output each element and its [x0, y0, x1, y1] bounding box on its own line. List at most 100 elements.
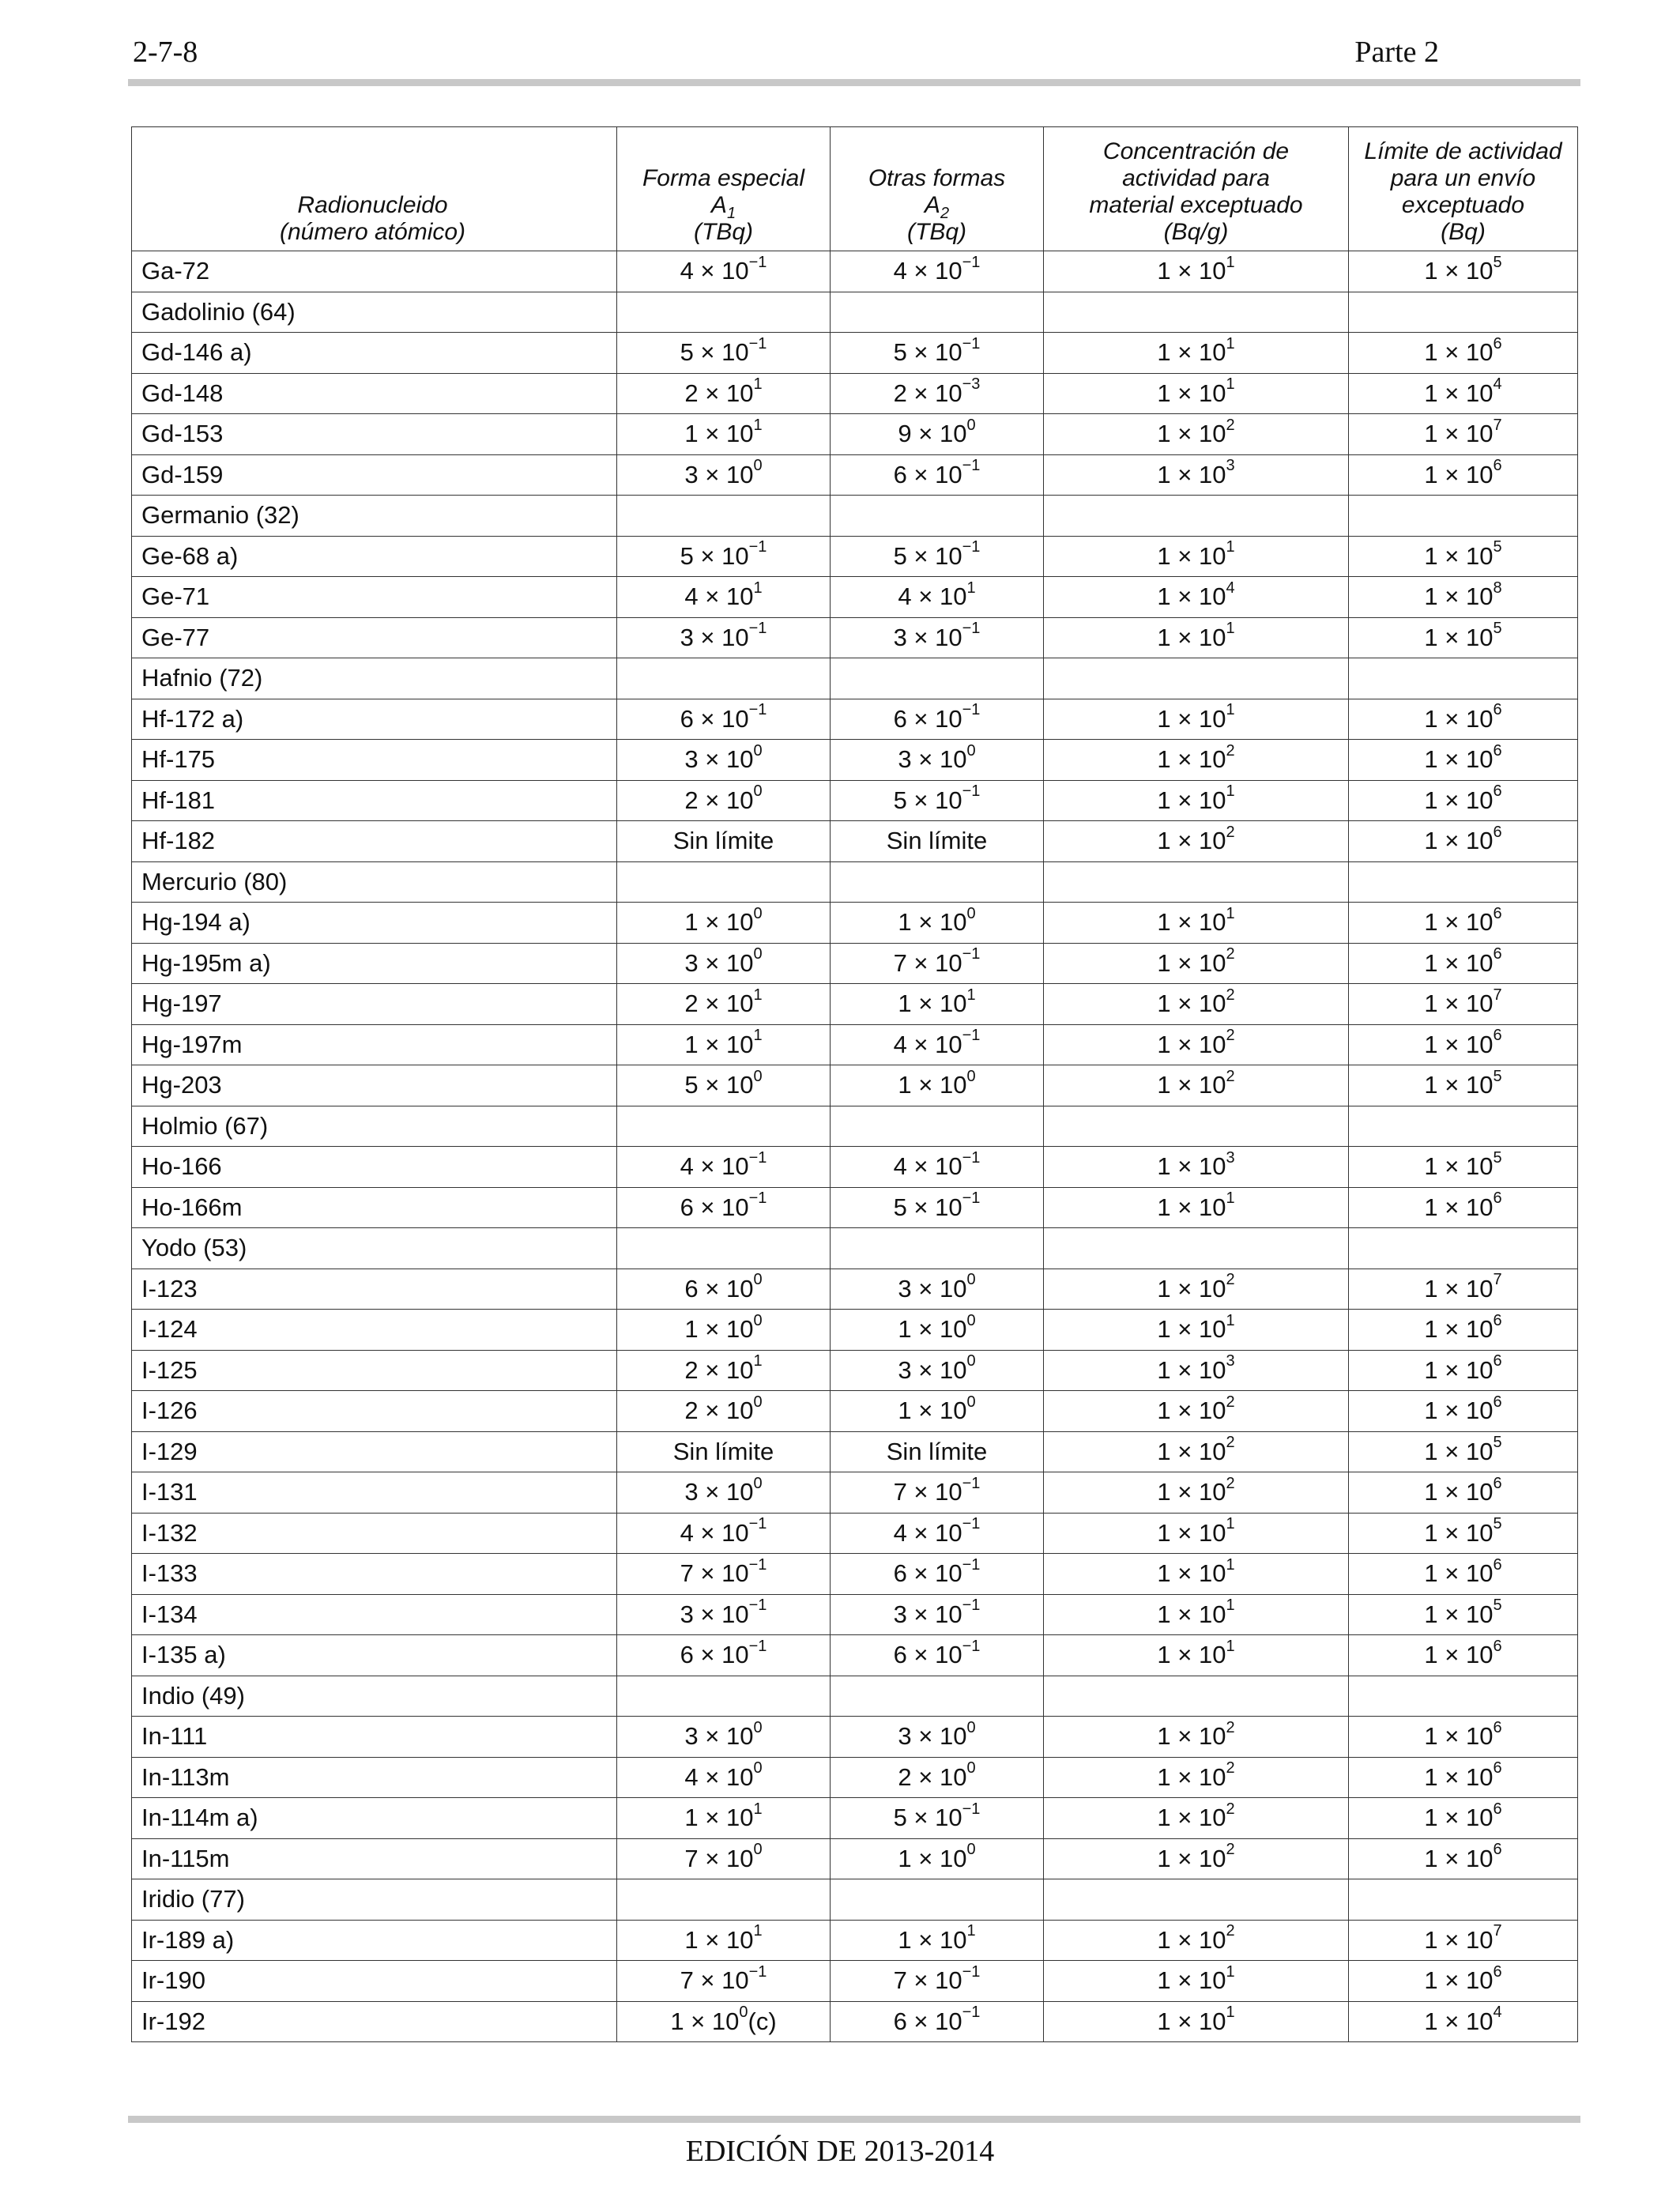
value-exponent: 4	[1493, 375, 1502, 394]
activity-concentration-cell: 1 × 102	[1043, 983, 1349, 1025]
value-mantissa: Sin límite	[886, 827, 988, 855]
activity-concentration-cell: 1 × 101	[1043, 779, 1349, 821]
special-form-a1-cell: 2 × 100	[616, 1390, 831, 1432]
radionuclide-name: I-124	[131, 1309, 617, 1351]
table-row: Gd-159 3 × 100 6 × 10−1 1 × 103 1 × 106	[131, 454, 1578, 496]
value-mantissa: 1 × 10	[1424, 1397, 1494, 1425]
table-row: I-134 3 × 10−1 3 × 10−1 1 × 101 1 × 105	[131, 1593, 1578, 1635]
empty-cell	[616, 495, 831, 537]
table-row: In-114m a) 1 × 101 5 × 10−1 1 × 102 1 × 106	[131, 1797, 1578, 1839]
radionuclide-name: I-129	[131, 1431, 617, 1472]
value-mantissa: 1 × 10	[1157, 1193, 1226, 1221]
activity-concentration-cell: 1 × 102	[1043, 1390, 1349, 1432]
value-mantissa: 9 × 10	[898, 420, 967, 448]
special-form-a1-cell: 1 × 100	[616, 902, 831, 944]
activity-concentration-cell: 1 × 102	[1043, 1797, 1349, 1839]
other-forms-a2-cell: 6 × 10−1	[830, 698, 1044, 740]
value-exponent: −1	[748, 253, 767, 271]
value-exponent: 1	[1226, 1962, 1235, 1981]
special-form-a1-cell: 6 × 10−1	[616, 1186, 831, 1228]
other-forms-a2-cell: 5 × 10−1	[830, 1186, 1044, 1228]
value-mantissa: 1 × 10	[1424, 1071, 1494, 1099]
element-group-label: Mercurio (80)	[131, 861, 617, 903]
value-exponent: 6	[1493, 457, 1502, 475]
value-exponent: 2	[1226, 1067, 1235, 1085]
value-mantissa: Sin límite	[672, 1437, 774, 1465]
value-mantissa: 3 × 10	[898, 745, 967, 774]
value-exponent: 1	[753, 375, 763, 394]
value-mantissa: 1 × 10	[1157, 1559, 1226, 1588]
value-mantissa: 1 × 10	[1157, 1600, 1226, 1628]
empty-cell	[616, 291, 831, 333]
value-exponent: −1	[748, 1596, 767, 1615]
radionuclide-name: Ir-190	[131, 1960, 617, 2002]
value-mantissa: 1 × 10	[1157, 1152, 1226, 1181]
value-exponent: 6	[1493, 1352, 1502, 1370]
value-mantissa: 4 × 10	[680, 1518, 749, 1547]
value-exponent: 1	[1226, 1637, 1235, 1655]
special-form-a1-cell: 4 × 100	[616, 1756, 831, 1798]
value-mantissa: 1 × 10	[1157, 1762, 1226, 1791]
activity-concentration-cell: 1 × 101	[1043, 1634, 1349, 1676]
value-mantissa: 6 × 10	[684, 1274, 754, 1302]
table-row: I-125 2 × 101 3 × 100 1 × 103 1 × 106	[131, 1349, 1578, 1391]
value-exponent: 6	[1493, 1800, 1502, 1818]
other-forms-a2-cell: 1 × 101	[830, 983, 1044, 1025]
activity-concentration-cell: 1 × 101	[1043, 1553, 1349, 1595]
value-mantissa: 5 × 10	[893, 1804, 962, 1832]
activity-limit-cell: 1 × 105	[1348, 1065, 1578, 1106]
value-mantissa: 2 × 10	[684, 379, 754, 407]
value-mantissa: 1 × 10	[1424, 338, 1494, 367]
value-exponent: 2	[1226, 1718, 1235, 1736]
value-footnote: (c)	[748, 2007, 777, 2035]
value-mantissa: 1 × 10	[1157, 990, 1226, 1018]
activity-limit-cell: 1 × 106	[1348, 1756, 1578, 1798]
value-mantissa: 1 × 10	[1424, 2007, 1494, 2035]
value-exponent: 1	[1226, 1189, 1235, 1208]
value-exponent: −1	[748, 1148, 767, 1167]
header-other-forms: Otras formas A2 (TBq)	[830, 126, 1044, 251]
value-mantissa: 1 × 10	[1157, 704, 1226, 733]
activity-limit-cell: 1 × 104	[1348, 2000, 1578, 2042]
value-exponent: −1	[962, 457, 981, 475]
empty-cell	[830, 1105, 1044, 1147]
value-mantissa: 1 × 10	[1424, 908, 1494, 937]
activity-concentration-cell: 1 × 101	[1043, 251, 1349, 292]
value-exponent: −1	[748, 1555, 767, 1574]
activity-concentration-cell: 1 × 101	[1043, 698, 1349, 740]
value-mantissa: 7 × 10	[684, 1844, 754, 1872]
header-special-form: Forma especial A1 (TBq)	[616, 126, 831, 251]
value-mantissa: 4 × 10	[893, 1152, 962, 1181]
value-mantissa: 1 × 10	[1157, 1641, 1226, 1669]
activity-limit-cell: 1 × 106	[1348, 1023, 1578, 1065]
value-mantissa: 3 × 10	[680, 1600, 749, 1628]
table-row: I-132 4 × 10−1 4 × 10−1 1 × 101 1 × 105	[131, 1512, 1578, 1554]
activity-limit-cell: 1 × 105	[1348, 251, 1578, 292]
value-exponent: 6	[1493, 1637, 1502, 1655]
activity-concentration-cell: 1 × 101	[1043, 1186, 1349, 1228]
activity-limit-cell: 1 × 107	[1348, 1919, 1578, 1961]
special-form-a1-cell: 5 × 10−1	[616, 535, 831, 577]
empty-cell	[1043, 1675, 1349, 1717]
activity-concentration-cell: 1 × 102	[1043, 1838, 1349, 1879]
element-group-label: Hafnio (72)	[131, 658, 617, 699]
radionuclide-name: In-113m	[131, 1756, 617, 1798]
value-exponent: −1	[962, 253, 981, 271]
table-row: Hg-203 5 × 100 1 × 100 1 × 102 1 × 105	[131, 1065, 1578, 1106]
value-mantissa: 1 × 10	[1424, 948, 1494, 977]
element-group-label: Iridio (77)	[131, 1879, 617, 1921]
other-forms-a2-cell: 3 × 10−1	[830, 1593, 1044, 1635]
special-form-a1-cell: 1 × 100	[616, 1309, 831, 1351]
value-exponent: 6	[1493, 334, 1502, 352]
value-mantissa: 1 × 10	[1424, 1925, 1494, 1954]
value-mantissa: 3 × 10	[684, 1478, 754, 1506]
table-row: Hg-195m a) 3 × 100 7 × 10−1 1 × 102 1 × 106	[131, 942, 1578, 984]
value-mantissa: 3 × 10	[898, 1722, 967, 1751]
table-row: Ir-189 a) 1 × 101 1 × 101 1 × 102 1 × 107	[131, 1919, 1578, 1961]
table-body: Ga-72 4 × 10−1 4 × 10−1 1 × 101 1 × 105 Gadol…	[131, 251, 1578, 2042]
value-exponent: 0	[966, 1352, 976, 1370]
other-forms-a2-cell: 3 × 100	[830, 1716, 1044, 1758]
value-exponent: 1	[1226, 2004, 1235, 2022]
value-exponent: 2	[1226, 1027, 1235, 1045]
radionuclide-name: Ir-189 a)	[131, 1919, 617, 1961]
